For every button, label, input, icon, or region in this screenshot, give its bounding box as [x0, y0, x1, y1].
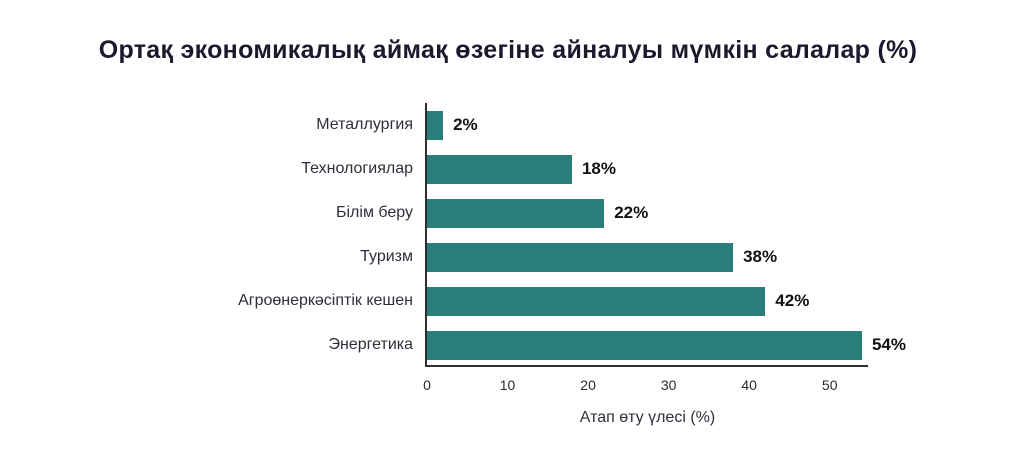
x-tick-label: 40	[741, 377, 757, 393]
value-label: 22%	[614, 203, 649, 222]
x-tick-label: 30	[660, 377, 677, 393]
x-tick-label: 0	[423, 377, 431, 393]
plot-area: Атап өту үлесі (%) 2% 18% 22% 38% 42% 54% 0 10 2…	[423, 103, 906, 426]
category-label: Энергетика	[328, 336, 414, 353]
bar	[427, 154, 572, 184]
category-label: Технологиялар	[301, 160, 413, 177]
bar	[427, 198, 605, 228]
bar-chart: Металлургия Технологиялар Білім беру Туризм…	[0, 103, 906, 426]
value-label: 38%	[743, 247, 778, 266]
category-label: Металлургия	[316, 116, 413, 133]
value-label: 54%	[871, 335, 906, 354]
bar	[427, 330, 862, 360]
category-label: Білім беру	[336, 204, 413, 221]
bar	[427, 242, 734, 272]
category-labels-column: Металлургия Технологиялар Білім беру Туризм…	[0, 103, 425, 367]
value-label: 2%	[453, 115, 478, 134]
category-label: Туризм	[360, 248, 413, 265]
category-label: Агроөнеркәсіптік кешен	[238, 292, 413, 309]
x-tick-label: 50	[821, 377, 838, 393]
chart-title: Ортақ экономикалық аймақ өзегіне айналуы…	[98, 36, 918, 64]
bar	[427, 110, 444, 140]
x-tick-label: 20	[580, 377, 596, 393]
x-axis-label: Атап өту үлесі (%)	[579, 409, 716, 426]
value-label: 18%	[581, 159, 616, 178]
bar	[427, 286, 766, 316]
value-label: 42%	[775, 291, 810, 310]
x-tick-label: 10	[499, 377, 516, 393]
